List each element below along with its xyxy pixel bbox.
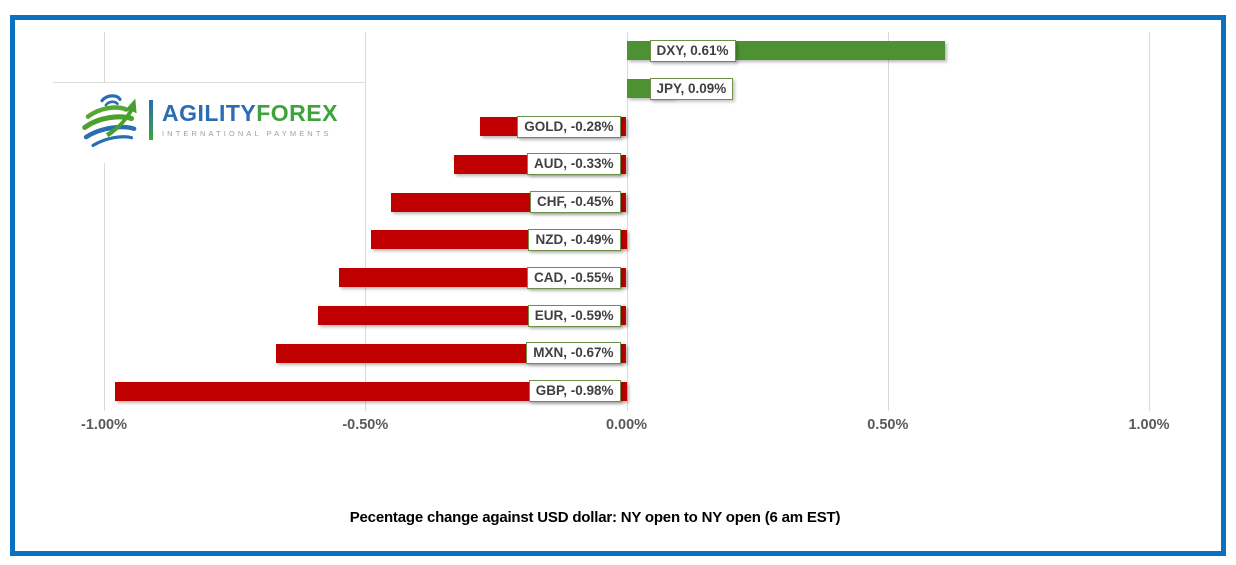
logo-text: AGILITYFOREX INTERNATIONAL PAYMENTS	[162, 102, 338, 139]
x-axis-tick-label: 0.00%	[605, 417, 648, 433]
x-axis-tick-label: 0.50%	[867, 417, 909, 433]
x-axis-tick-label: 1.00%	[1128, 417, 1170, 433]
logo-brand-agility: AGILITY	[162, 100, 257, 126]
bar-label-cad: CAD, -0.55%	[526, 266, 621, 289]
logo-brand: AGILITYFOREX	[162, 102, 338, 125]
bar-label-gbp: GBP, -0.98%	[528, 380, 621, 403]
logo-tagline: INTERNATIONAL PAYMENTS	[162, 129, 332, 138]
bar-label-dxy: DXY, 0.61%	[649, 39, 736, 62]
gridline	[887, 32, 889, 411]
bar-label-aud: AUD, -0.33%	[526, 153, 621, 176]
bar-label-nzd: NZD, -0.49%	[528, 228, 621, 251]
gridline	[1149, 32, 1150, 411]
bar-label-jpy: JPY, 0.09%	[649, 77, 734, 100]
x-axis-tick-label: -1.00%	[81, 417, 127, 433]
globe-arrow-icon	[82, 94, 137, 147]
logo-brand-forex: FOREX	[256, 100, 338, 126]
gridline	[365, 32, 367, 411]
chart-title: Pecentage change against USD dollar: NY …	[349, 509, 841, 526]
gridline	[104, 32, 105, 411]
bar-label-mxn: MXN, -0.67%	[526, 342, 621, 365]
bar-label-chf: CHF, -0.45%	[529, 191, 621, 214]
bar-label-eur: EUR, -0.59%	[527, 304, 621, 327]
gridline	[626, 32, 628, 411]
agilityforex-logo: AGILITYFOREX INTERNATIONAL PAYMENTS	[53, 82, 365, 163]
bar-gbp	[114, 381, 627, 401]
x-axis-tick-label: -0.50%	[342, 417, 389, 433]
logo-divider	[149, 100, 153, 140]
bar-label-gold: GOLD, -0.28%	[517, 115, 621, 138]
